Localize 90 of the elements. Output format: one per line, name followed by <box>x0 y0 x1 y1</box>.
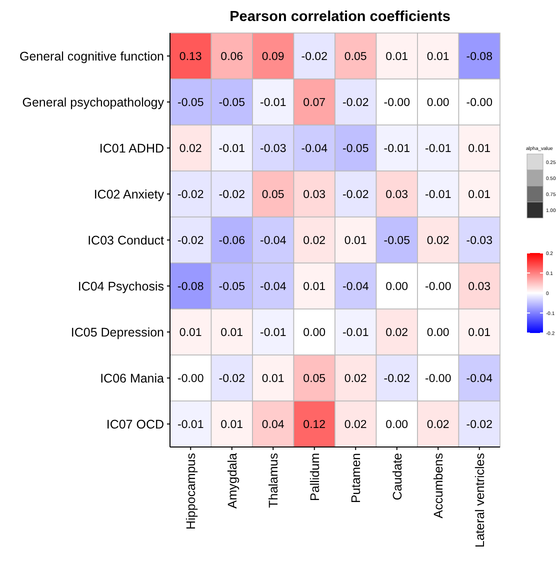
data-label: 0.00 <box>386 281 408 294</box>
data-label: 0.05 <box>262 189 284 202</box>
data-label: -0.05 <box>384 235 410 248</box>
y-tick-label: General cognitive function <box>19 49 164 64</box>
x-tick-label: Hippocampus <box>184 453 198 530</box>
data-label: 0.01 <box>468 189 491 202</box>
data-label: 0.02 <box>344 373 367 386</box>
data-label: 0.06 <box>220 51 244 64</box>
data-label: 0.07 <box>303 97 326 110</box>
data-label: 0.01 <box>220 419 244 432</box>
y-tick-label: IC05 Depression <box>70 325 164 340</box>
y-tick-label: IC07 OCD <box>106 417 164 432</box>
data-label: 0.02 <box>344 419 367 432</box>
data-label: -0.00 <box>425 373 452 386</box>
data-label: -0.04 <box>342 281 370 294</box>
data-label: -0.02 <box>384 373 410 386</box>
data-label: -0.01 <box>218 143 245 156</box>
data-label: -0.08 <box>466 51 492 64</box>
data-label: 0.01 <box>426 51 450 64</box>
data-label: 0.03 <box>468 281 491 294</box>
data-label: -0.02 <box>178 189 204 202</box>
x-tick-label: Pallidum <box>308 453 322 501</box>
data-label: -0.02 <box>301 51 328 64</box>
y-tick-label: IC04 Psychosis <box>78 279 164 294</box>
x-tick-label: Accumbens <box>432 453 446 518</box>
data-label: 0.02 <box>303 235 326 248</box>
data-label: -0.04 <box>260 281 287 294</box>
data-label: 0.00 <box>386 419 408 432</box>
data-label: 0.00 <box>303 327 326 340</box>
data-label: 0.05 <box>303 373 326 386</box>
data-label: -0.00 <box>425 281 452 294</box>
y-tick-label: IC03 Conduct <box>88 233 165 248</box>
data-label: -0.01 <box>260 327 286 340</box>
x-tick-label: Amygdala <box>225 452 240 509</box>
data-label: -0.05 <box>218 97 245 110</box>
x-tick-label: Lateral ventricles <box>472 453 487 548</box>
data-label: -0.02 <box>342 189 369 202</box>
data-label: -0.02 <box>342 97 369 110</box>
data-label: -0.02 <box>466 419 492 432</box>
x-tick-label: Putamen <box>349 452 363 504</box>
data-label: -0.01 <box>384 143 410 156</box>
data-label: -0.03 <box>260 143 286 156</box>
data-label: 0.01 <box>303 281 326 294</box>
data-label: 0.12 <box>303 419 326 432</box>
data-label: 0.13 <box>179 51 202 64</box>
data-label: -0.01 <box>260 97 286 110</box>
data-label: -0.00 <box>384 97 410 110</box>
data-label: 0.00 <box>426 97 450 110</box>
data-label: -0.03 <box>466 235 492 248</box>
data-label: -0.00 <box>466 97 492 110</box>
data-label: -0.06 <box>218 235 245 248</box>
y-tick-label: General psychopathology <box>22 95 165 110</box>
data-label: 0.01 <box>468 327 491 340</box>
y-tick-label: IC06 Mania <box>100 371 164 386</box>
x-tick-label: Thalamus <box>266 453 280 508</box>
data-label: -0.04 <box>466 373 494 386</box>
chart-title: Pearson correlation coefficients <box>230 9 450 25</box>
data-label: -0.01 <box>342 327 369 340</box>
data-label: -0.00 <box>178 373 204 386</box>
data-label: 0.04 <box>262 419 285 432</box>
data-label: -0.05 <box>178 97 204 110</box>
data-label: 0.01 <box>468 143 491 156</box>
data-label: -0.05 <box>342 143 369 156</box>
y-tick-label: IC01 ADHD <box>99 141 164 156</box>
data-label: 0.02 <box>386 327 408 340</box>
data-label: 0.02 <box>179 143 202 156</box>
data-label: -0.01 <box>425 143 452 156</box>
data-label: 0.02 <box>426 419 450 432</box>
data-label: -0.04 <box>301 143 328 156</box>
data-label: -0.05 <box>218 281 245 294</box>
data-label: 0.05 <box>344 51 367 64</box>
data-label: -0.02 <box>218 189 245 202</box>
data-label: -0.02 <box>178 235 204 248</box>
data-label: 0.01 <box>386 51 408 64</box>
data-label: 0.01 <box>220 327 244 340</box>
x-tick-label: Caudate <box>390 452 404 500</box>
data-label: 0.03 <box>303 189 326 202</box>
y-tick-label: IC02 Anxiety <box>94 187 165 202</box>
data-label: 0.02 <box>426 235 450 248</box>
data-label: 0.03 <box>386 189 408 202</box>
data-label: 0.01 <box>262 373 284 386</box>
data-label: 0.01 <box>344 235 367 248</box>
data-label: -0.02 <box>218 373 245 386</box>
data-label: 0.00 <box>426 327 450 340</box>
data-label: 0.01 <box>179 327 202 340</box>
data-label: -0.08 <box>178 281 204 294</box>
data-label: -0.01 <box>425 189 452 202</box>
data-label: -0.01 <box>178 419 204 432</box>
data-label: 0.09 <box>262 51 284 64</box>
data-label: -0.04 <box>260 235 287 248</box>
